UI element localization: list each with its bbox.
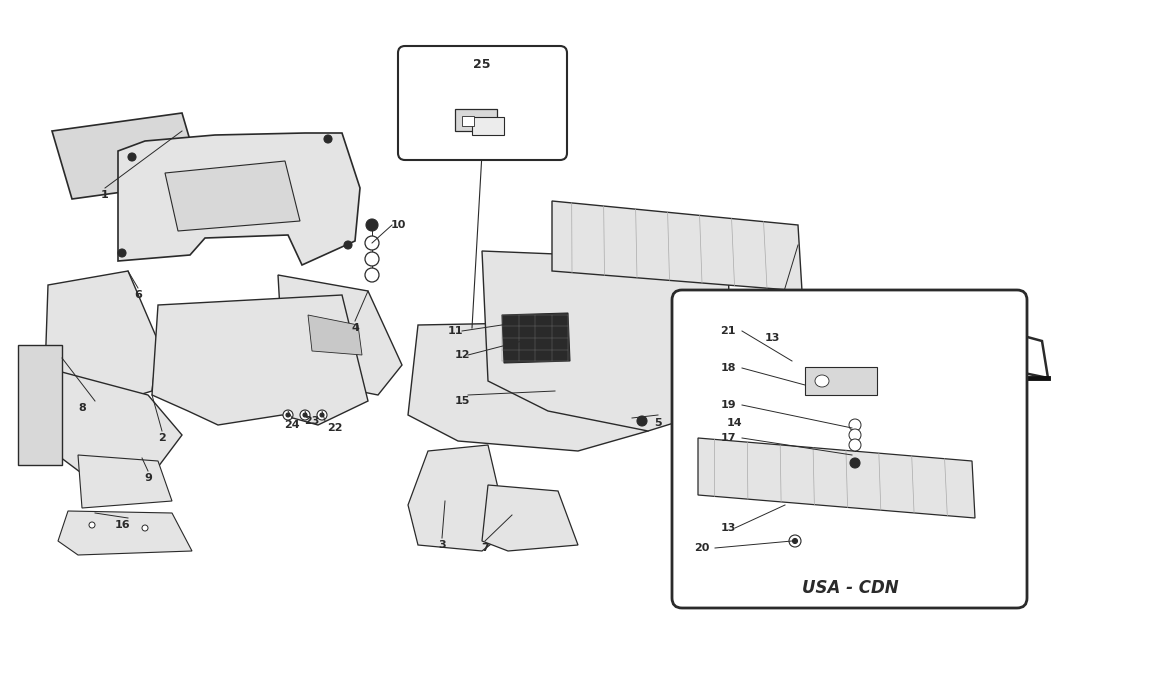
Polygon shape bbox=[698, 438, 975, 518]
Text: 13: 13 bbox=[765, 333, 780, 343]
Circle shape bbox=[849, 429, 861, 441]
Text: 22: 22 bbox=[328, 423, 343, 433]
Circle shape bbox=[366, 219, 378, 231]
Polygon shape bbox=[78, 455, 172, 508]
Text: 15: 15 bbox=[454, 396, 469, 406]
Polygon shape bbox=[152, 295, 368, 425]
FancyBboxPatch shape bbox=[398, 46, 567, 160]
Text: 10: 10 bbox=[390, 220, 406, 230]
Circle shape bbox=[344, 241, 352, 249]
Polygon shape bbox=[482, 251, 733, 431]
Text: 23: 23 bbox=[305, 416, 320, 426]
Text: 14: 14 bbox=[727, 418, 743, 428]
Text: 2: 2 bbox=[159, 433, 166, 443]
Text: 7: 7 bbox=[481, 543, 489, 553]
Polygon shape bbox=[164, 161, 300, 231]
Polygon shape bbox=[408, 445, 508, 551]
Polygon shape bbox=[58, 511, 192, 555]
Polygon shape bbox=[408, 321, 647, 451]
Circle shape bbox=[302, 413, 307, 417]
Text: 19: 19 bbox=[720, 400, 736, 410]
Circle shape bbox=[637, 416, 647, 426]
Polygon shape bbox=[52, 371, 182, 481]
Circle shape bbox=[792, 538, 797, 544]
Text: 5: 5 bbox=[654, 418, 661, 428]
Polygon shape bbox=[18, 345, 62, 465]
Circle shape bbox=[789, 535, 802, 547]
Polygon shape bbox=[118, 133, 360, 265]
Circle shape bbox=[89, 522, 95, 528]
Bar bbox=[455, 109, 497, 131]
Circle shape bbox=[128, 153, 136, 161]
Text: USA - CDN: USA - CDN bbox=[802, 579, 898, 597]
Polygon shape bbox=[908, 311, 1048, 401]
Polygon shape bbox=[52, 113, 202, 199]
Circle shape bbox=[365, 236, 380, 250]
Polygon shape bbox=[278, 275, 402, 395]
Text: 18: 18 bbox=[720, 363, 736, 373]
Text: 20: 20 bbox=[695, 543, 710, 553]
Text: 13: 13 bbox=[720, 523, 736, 533]
Polygon shape bbox=[44, 271, 158, 415]
Circle shape bbox=[300, 410, 311, 420]
Circle shape bbox=[141, 525, 148, 531]
Circle shape bbox=[118, 249, 126, 257]
Text: 12: 12 bbox=[454, 350, 469, 360]
Circle shape bbox=[286, 413, 290, 417]
Circle shape bbox=[317, 410, 327, 420]
Text: 16: 16 bbox=[114, 520, 130, 530]
Bar bbox=[805, 367, 877, 395]
Circle shape bbox=[365, 268, 380, 282]
Bar bbox=[472, 117, 504, 135]
Text: 9: 9 bbox=[144, 473, 152, 483]
Text: 25: 25 bbox=[474, 59, 491, 72]
Ellipse shape bbox=[815, 375, 829, 387]
Circle shape bbox=[320, 413, 324, 417]
Text: 6: 6 bbox=[135, 290, 141, 300]
Bar bbox=[462, 116, 474, 126]
Text: 8: 8 bbox=[78, 403, 86, 413]
FancyBboxPatch shape bbox=[672, 290, 1027, 608]
Circle shape bbox=[850, 458, 860, 468]
Text: 17: 17 bbox=[720, 433, 736, 443]
Circle shape bbox=[324, 135, 332, 143]
Text: 4: 4 bbox=[351, 323, 359, 333]
Circle shape bbox=[365, 252, 380, 266]
Polygon shape bbox=[552, 201, 802, 291]
Text: 3: 3 bbox=[438, 540, 446, 550]
Polygon shape bbox=[503, 313, 570, 363]
Polygon shape bbox=[482, 485, 578, 551]
Circle shape bbox=[283, 410, 293, 420]
Circle shape bbox=[849, 419, 861, 431]
Text: 21: 21 bbox=[720, 326, 736, 336]
Polygon shape bbox=[308, 315, 362, 355]
Text: 24: 24 bbox=[284, 420, 300, 430]
Text: 11: 11 bbox=[447, 326, 462, 336]
Text: 1: 1 bbox=[101, 190, 109, 200]
Circle shape bbox=[849, 439, 861, 451]
